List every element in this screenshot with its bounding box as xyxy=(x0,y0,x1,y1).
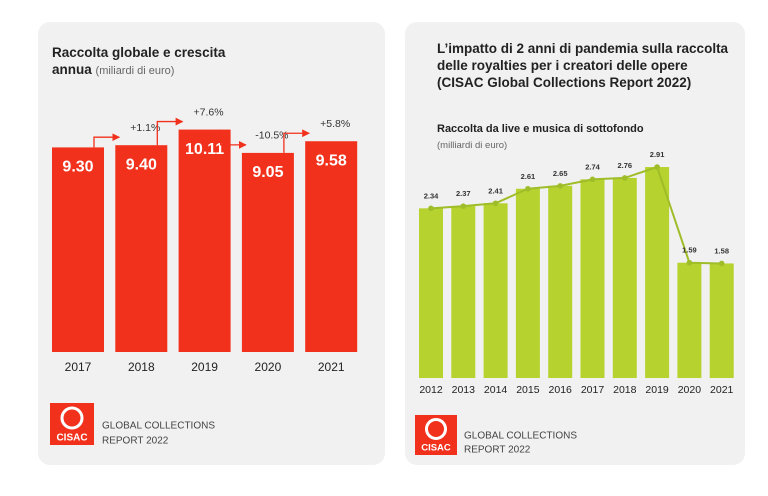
chart-subtitle: Raccolta da live e musica di sottofondo xyxy=(437,123,644,135)
value-label: 2.74 xyxy=(585,162,600,171)
point xyxy=(654,164,660,170)
x-tick-label: 2017 xyxy=(581,384,605,396)
x-tick-label: 2018 xyxy=(613,384,637,396)
footer-text: REPORT 2022 xyxy=(102,436,169,447)
x-tick-label: 2019 xyxy=(191,360,218,374)
growth-arrow xyxy=(93,133,121,148)
bar xyxy=(515,188,540,378)
bar xyxy=(178,129,231,352)
growth-arrow xyxy=(156,117,184,146)
point xyxy=(622,175,628,181)
x-tick-label: 2014 xyxy=(484,384,508,396)
value-label: 1.58 xyxy=(714,246,729,255)
growth-label: -10.5% xyxy=(255,130,288,142)
point xyxy=(460,203,467,209)
logo-text: CISAC xyxy=(56,433,87,444)
x-tick-label: 2018 xyxy=(128,360,155,374)
logo-text: CISAC xyxy=(421,443,451,454)
footer-text: GLOBAL COLLECTIONS xyxy=(102,421,215,432)
value-label: 9.30 xyxy=(62,159,93,176)
bar xyxy=(241,152,294,352)
x-tick-label: 2015 xyxy=(516,384,540,396)
growth-label: +5.8% xyxy=(320,118,350,130)
point xyxy=(589,176,596,183)
bar xyxy=(305,141,358,352)
bar xyxy=(483,203,508,378)
growth-label: +7.6% xyxy=(194,106,224,118)
bar xyxy=(451,206,476,378)
chart-title: Raccolta globale e crescita annua xyxy=(52,45,226,77)
logo: CISAC xyxy=(415,415,457,455)
logo: CISAC xyxy=(50,403,94,445)
growth-arrow xyxy=(283,129,310,153)
value-label: 9.05 xyxy=(252,164,283,181)
bar xyxy=(115,145,168,352)
bar xyxy=(52,147,104,352)
growth-label: +1.1% xyxy=(130,122,160,134)
point xyxy=(686,259,693,266)
chart-unit: (milliardi di euro) xyxy=(437,140,508,151)
growth-arrow xyxy=(219,129,247,149)
point xyxy=(492,200,499,207)
x-tick-label: 2021 xyxy=(710,384,734,396)
x-tick-label: 2012 xyxy=(419,384,443,396)
point xyxy=(557,183,563,189)
x-tick-label: 2017 xyxy=(65,360,92,374)
bar xyxy=(709,263,734,378)
bar xyxy=(612,177,637,378)
point xyxy=(428,205,434,212)
value-label: 9.40 xyxy=(126,156,157,173)
x-tick-label: 2021 xyxy=(318,360,345,374)
point xyxy=(525,185,531,192)
x-tick-label: 2020 xyxy=(255,360,282,374)
chart-unit: (miliardi di euro) xyxy=(95,65,175,77)
bar xyxy=(419,208,443,378)
bar xyxy=(548,185,573,378)
x-tick-label: 2019 xyxy=(645,384,669,396)
x-tick-label: 2020 xyxy=(678,384,702,396)
value-label: 2.34 xyxy=(424,191,439,200)
value-label: 2.76 xyxy=(617,161,632,170)
value-label: 2.37 xyxy=(456,189,471,198)
x-tick-label: 2013 xyxy=(452,384,476,396)
value-label: 2.65 xyxy=(553,169,568,178)
value-label: 2.61 xyxy=(521,172,536,181)
point xyxy=(718,260,725,267)
value-label: 2.91 xyxy=(650,150,665,159)
line xyxy=(430,165,722,265)
chart-title: L’impatto di 2 anni di pandemia sulla ra… xyxy=(437,41,729,90)
bar xyxy=(580,179,605,378)
value-label: 10.11 xyxy=(185,141,224,158)
footer-text: GLOBAL COLLECTIONS xyxy=(464,431,577,442)
x-tick-label: 2016 xyxy=(549,384,573,396)
value-label: 2.41 xyxy=(488,186,503,195)
footer-text: REPORT 2022 xyxy=(464,445,531,456)
bar xyxy=(645,167,670,378)
chart-title-block: Raccolta globale e crescita annua (milia… xyxy=(52,44,262,80)
value-label: 9.58 xyxy=(316,152,347,169)
value-label: 1.59 xyxy=(682,246,697,255)
bar xyxy=(677,262,702,378)
